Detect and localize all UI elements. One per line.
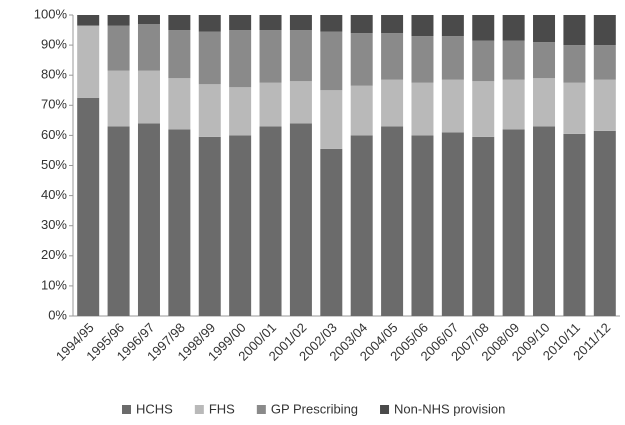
bar-segment: [533, 42, 556, 79]
bar-segment: [168, 78, 191, 130]
bar-segment: [289, 81, 312, 124]
bar-segment: [77, 97, 100, 317]
y-tick-label: 10%: [41, 277, 67, 292]
bar-segment: [502, 40, 525, 80]
bar-segment: [137, 123, 160, 316]
bar-segment: [563, 15, 586, 46]
bar-segment: [198, 15, 221, 32]
bar-segment: [198, 136, 221, 316]
bar-segment: [137, 70, 160, 124]
bar-segment: [77, 25, 100, 98]
bar-segment: [533, 126, 556, 317]
legend-label: HCHS: [136, 401, 173, 416]
bar-segment: [411, 36, 434, 83]
bar-segment: [441, 15, 464, 37]
legend-label: FHS: [209, 401, 235, 416]
bar-segment: [107, 25, 130, 71]
bar-segment: [198, 31, 221, 85]
bar-segment: [229, 135, 252, 316]
y-tick-label: 20%: [41, 247, 67, 262]
bar-segment: [198, 84, 221, 137]
bar-segment: [259, 126, 282, 317]
bar-segment: [168, 15, 191, 31]
bar-segment: [381, 79, 404, 127]
bar-segment: [259, 82, 282, 127]
bar-segment: [229, 15, 252, 31]
bar-segment: [350, 85, 373, 136]
bar-segment: [289, 30, 312, 82]
legend-swatch: [380, 405, 390, 414]
bar-segment: [533, 15, 556, 43]
bar-segment: [229, 87, 252, 136]
bar-segment: [137, 24, 160, 71]
y-tick-label: 70%: [41, 97, 67, 112]
bar-segment: [411, 135, 434, 316]
bar-segment: [563, 45, 586, 83]
y-tick-label: 0%: [48, 307, 67, 322]
bar-segment: [381, 33, 404, 80]
y-tick-label: 100%: [34, 6, 68, 21]
legend-swatch: [194, 405, 204, 414]
bar-segment: [593, 130, 616, 316]
bar-segment: [411, 15, 434, 37]
legend-swatch: [122, 405, 131, 414]
y-tick-label: 40%: [41, 187, 67, 202]
y-tick-label: 50%: [41, 157, 67, 172]
y-tick-label: 80%: [41, 67, 67, 82]
bar-segment: [229, 30, 252, 88]
legend-swatch: [256, 405, 266, 414]
bar-segment: [77, 15, 100, 26]
bar-segment: [259, 15, 282, 31]
bar-segment: [472, 136, 495, 316]
bar-segment: [472, 40, 495, 82]
bar-segment: [350, 135, 373, 316]
bar-segment: [472, 15, 495, 41]
bar-segment: [502, 15, 525, 41]
bar-segment: [168, 30, 191, 79]
y-tick-label: 60%: [41, 127, 67, 142]
bar-segment: [563, 82, 586, 134]
bar-segment: [593, 45, 616, 80]
bar-segment: [289, 15, 312, 31]
bar-segment: [441, 132, 464, 316]
bar-segment: [533, 78, 556, 127]
bar-segment: [107, 70, 130, 127]
bar-segment: [441, 79, 464, 133]
bar-segment: [593, 79, 616, 131]
bar-segment: [563, 133, 586, 316]
y-tick-label: 90%: [41, 37, 67, 52]
bar-segment: [441, 36, 464, 80]
bar-segment: [168, 129, 191, 316]
legend-label: GP Prescribing: [271, 401, 358, 416]
bar-segment: [411, 82, 434, 136]
bar-segment: [502, 129, 525, 316]
bar-segment: [350, 15, 373, 34]
bar-segment: [350, 33, 373, 86]
bar-segment: [320, 31, 343, 91]
bar-segment: [381, 15, 404, 34]
y-tick-label: 30%: [41, 217, 67, 232]
bar-segment: [593, 15, 616, 46]
legend-label: Non-NHS provision: [394, 401, 505, 416]
bar-segment: [320, 148, 343, 316]
bar-segment: [320, 15, 343, 32]
bar-segment: [259, 30, 282, 83]
bar-segment: [320, 90, 343, 149]
bar-segment: [502, 79, 525, 130]
bar-segment: [289, 123, 312, 316]
bar-segment: [381, 126, 404, 317]
bar-segment: [137, 15, 160, 25]
bar-segment: [107, 15, 130, 26]
bar-segment: [472, 81, 495, 137]
bar-segment: [107, 126, 130, 317]
